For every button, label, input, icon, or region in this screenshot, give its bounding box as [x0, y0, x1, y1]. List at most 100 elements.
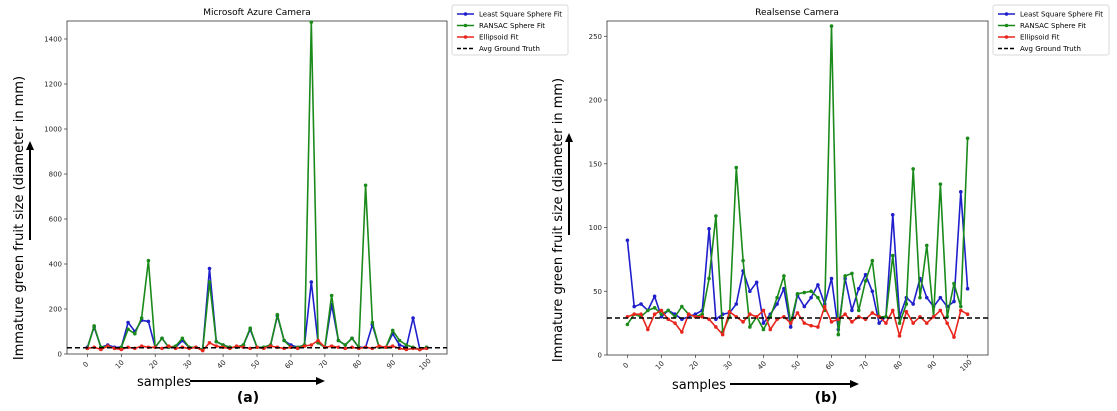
data-point-ellipsoid [99, 347, 103, 352]
y-arrow-a [26, 141, 34, 240]
data-point-ransac [965, 136, 970, 141]
x-axis-label-b: samples [672, 378, 726, 393]
data-point-ransac [282, 338, 286, 343]
x-tick-label: 50 [790, 360, 802, 372]
data-point-ransac [363, 183, 368, 188]
data-point-ransac [741, 258, 745, 263]
data-point-ellipsoid [309, 343, 314, 347]
data-point-ellipsoid [958, 308, 963, 313]
data-point-least_square [397, 343, 402, 347]
data-point-ransac [139, 316, 144, 320]
data-point-least_square [411, 316, 415, 320]
data-point-ransac [625, 322, 630, 327]
x-tick-label: 60 [824, 360, 836, 372]
data-point-ransac [924, 243, 929, 248]
data-point-ransac [350, 336, 354, 341]
legend-box [992, 4, 1110, 56]
data-point-least_square [707, 226, 711, 231]
data-point-ransac [890, 253, 895, 258]
data-point-ransac [870, 258, 875, 263]
data-point-ransac [248, 326, 253, 330]
data-point-ransac [160, 336, 164, 341]
panel-label-b: (b) [815, 390, 838, 406]
data-point-ransac [836, 332, 841, 337]
y-axis-label-a: Immature green fruit size (diameter in m… [12, 76, 27, 360]
y-tick-label: 1400 [44, 36, 62, 44]
data-point-ransac [958, 304, 963, 309]
data-point-ransac [802, 290, 807, 295]
data-point-ransac [748, 325, 752, 329]
y-arrow-b [565, 133, 573, 235]
x-tick-label: 70 [317, 359, 329, 371]
data-point-least_square [625, 238, 630, 243]
data-point-least_square [775, 302, 779, 306]
x-tick-label: 90 [926, 360, 938, 372]
x-tick-label: 100 [959, 358, 974, 373]
legend-label: Avg Ground Truth [1020, 45, 1081, 53]
data-point-ransac [646, 308, 650, 313]
data-point-ellipsoid [207, 340, 212, 345]
data-point-ellipsoid [748, 312, 752, 317]
data-point-least_square [126, 320, 130, 325]
data-point-ellipsoid [714, 325, 718, 329]
data-point-ellipsoid [795, 311, 800, 315]
data-point-ransac [133, 331, 137, 336]
data-point-ellipsoid [843, 312, 847, 317]
data-point-ellipsoid [911, 321, 915, 325]
x-tick-label: 100 [418, 357, 433, 372]
plot-frame-b [606, 20, 989, 356]
y-tick-label: 50 [593, 288, 602, 296]
data-point-ransac [843, 274, 847, 278]
data-point-ransac [207, 280, 212, 284]
y-tick-label: 800 [49, 171, 62, 179]
data-point-least_square [207, 266, 212, 271]
data-point-ellipsoid [295, 346, 300, 351]
data-point-ransac [336, 338, 341, 343]
data-point-least_square [958, 190, 963, 194]
panel-b: Realsense Camera 0 10 20 30 40 50 60 70 80 90 100 0… [551, 4, 1110, 406]
x-tick-label: 80 [351, 359, 363, 371]
data-point-ellipsoid [160, 346, 164, 351]
data-point-ellipsoid [761, 308, 766, 313]
data-point-ellipsoid [384, 345, 388, 350]
data-point-ellipsoid [646, 327, 650, 332]
data-point-ellipsoid [829, 320, 834, 324]
legend-marker [463, 23, 468, 28]
y-axis-label-b: Immature green fruit size (diameter in m… [551, 78, 566, 362]
data-point-ellipsoid [870, 311, 875, 315]
data-point-ransac [775, 295, 779, 300]
data-point-ellipsoid [639, 312, 643, 317]
x-tick-label: 80 [892, 360, 904, 372]
plot-frame-a [66, 20, 448, 355]
data-point-ransac [275, 312, 280, 317]
data-point-ransac [343, 343, 348, 347]
legend-label: Ellipsoid Fit [1020, 34, 1060, 42]
data-point-ransac [680, 304, 684, 309]
data-point-ellipsoid [343, 346, 348, 351]
data-point-least_square [816, 283, 820, 287]
data-point-ransac [863, 279, 868, 283]
data-point-ransac [146, 258, 151, 263]
data-point-ellipsoid [707, 317, 711, 322]
x-tick-label: 40 [756, 360, 768, 372]
data-point-ellipsoid [816, 325, 820, 329]
data-point-ellipsoid [316, 338, 320, 343]
data-point-least_square [965, 286, 970, 291]
data-point-ellipsoid [965, 312, 970, 317]
data-point-ransac [904, 302, 909, 306]
data-point-ellipsoid [255, 345, 259, 350]
x-arrow-a [190, 377, 325, 385]
data-point-ellipsoid [659, 308, 664, 313]
y-tick-label: 1000 [44, 126, 62, 134]
data-point-ellipsoid [741, 320, 745, 324]
data-point-ransac [390, 328, 395, 333]
data-point-least_square [659, 314, 664, 319]
data-point-least_square [652, 294, 657, 299]
chart-title-a: Microsoft Azure Camera [203, 8, 311, 18]
data-point-least_square [829, 276, 834, 281]
data-point-ransac [795, 292, 800, 296]
data-point-ellipsoid [119, 347, 124, 352]
data-point-ransac [700, 312, 705, 317]
data-point-ransac [214, 339, 219, 344]
legend-marker [463, 12, 468, 16]
